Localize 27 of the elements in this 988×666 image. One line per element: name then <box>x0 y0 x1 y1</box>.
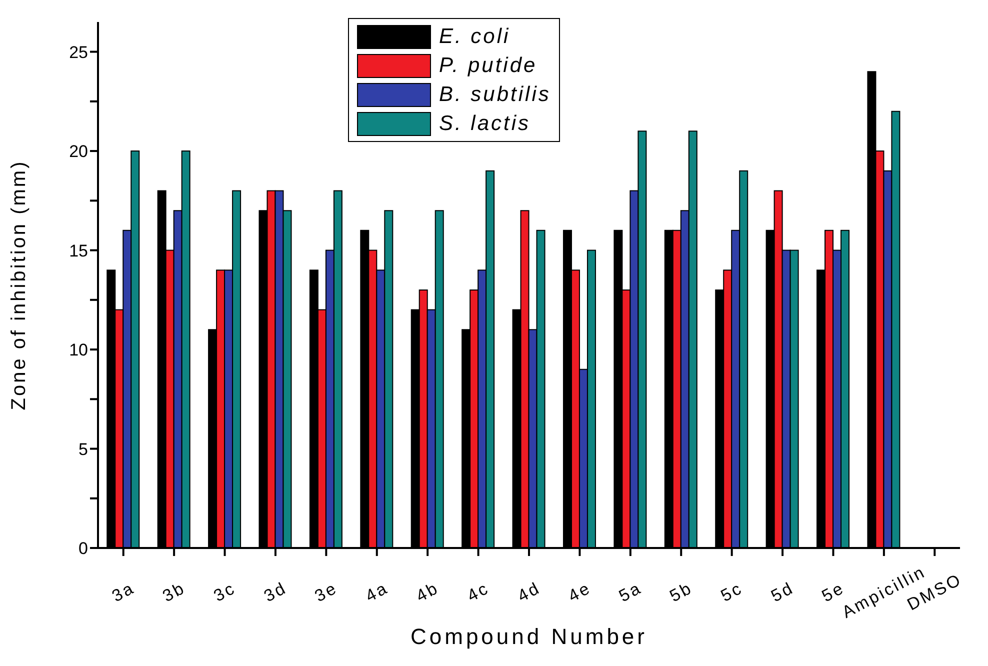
y-tick-label: 15 <box>69 241 88 260</box>
x-tick-label: 3a <box>108 578 138 606</box>
legend-label: B. subtilis <box>439 82 551 106</box>
x-tick-label: 5e <box>818 578 848 606</box>
y-tick-label: 10 <box>69 340 88 360</box>
legend-label: P. putide <box>439 54 538 78</box>
y-tick-label: 5 <box>78 440 88 459</box>
x-tick-label: 3d <box>260 578 290 606</box>
x-tick-label: 5c <box>718 578 746 606</box>
y-tick-label: 20 <box>69 142 88 162</box>
x-tick-label: 3c <box>210 578 239 606</box>
x-tick-label: 5b <box>666 578 696 606</box>
x-tick-label: 3b <box>159 578 189 606</box>
y-tick-label: 25 <box>69 42 88 62</box>
x-tick-label: 4b <box>413 578 442 606</box>
legend-label: E. coli <box>439 24 510 48</box>
x-tick-label: 3e <box>312 578 341 606</box>
x-tick-label: 5d <box>768 578 798 606</box>
x-tick-label: 4e <box>565 578 594 606</box>
x-tick-label: 4c <box>464 578 492 606</box>
x-axis-title: Compound Number <box>410 624 648 649</box>
x-tick-label: 4a <box>362 578 392 606</box>
y-axis-title: Zone of inhibition (mm) <box>8 160 30 410</box>
x-tick-label: 4d <box>514 578 544 606</box>
legend-label: S. lactis <box>439 112 531 136</box>
y-tick-label: 0 <box>78 539 88 558</box>
x-tick-label: 5a <box>616 578 645 606</box>
